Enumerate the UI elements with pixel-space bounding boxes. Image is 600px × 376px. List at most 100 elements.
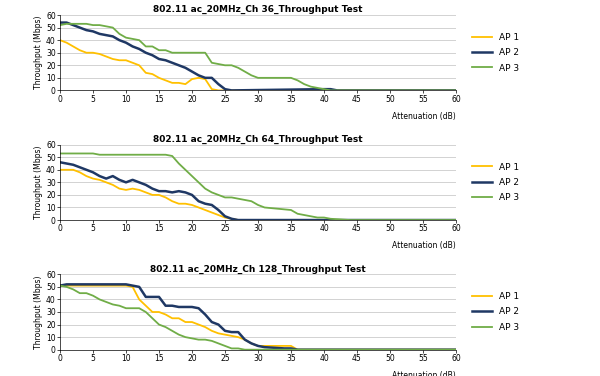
AP 2 [182, 190, 189, 195]
AP 1 [215, 213, 222, 217]
AP 3 [56, 284, 64, 288]
AP 2 [142, 295, 149, 299]
AP 1 [228, 334, 235, 338]
AP 3 [452, 88, 460, 92]
AP 3 [116, 32, 123, 36]
AP 3 [202, 186, 209, 191]
AP 1 [96, 177, 103, 182]
AP 1 [136, 63, 143, 68]
AP 2 [334, 88, 341, 92]
AP 3 [149, 316, 156, 320]
AP 2 [208, 76, 215, 80]
AP 1 [155, 310, 163, 314]
AP 2 [261, 345, 268, 349]
AP 1 [96, 52, 103, 56]
AP 2 [235, 218, 242, 222]
AP 2 [56, 20, 64, 25]
AP 2 [89, 282, 97, 287]
AP 3 [56, 23, 64, 27]
AP 3 [149, 153, 156, 157]
AP 3 [182, 50, 189, 55]
AP 2 [76, 25, 83, 30]
AP 3 [109, 25, 116, 30]
AP 3 [169, 329, 176, 333]
AP 1 [188, 320, 196, 324]
AP 1 [294, 347, 301, 352]
AP 1 [175, 80, 182, 85]
AP 2 [228, 88, 235, 92]
AP 3 [116, 153, 123, 157]
AP 3 [70, 21, 77, 26]
AP 2 [235, 330, 242, 334]
AP 1 [254, 344, 262, 348]
AP 2 [122, 282, 130, 287]
AP 1 [76, 170, 83, 174]
AP 2 [96, 32, 103, 36]
AP 2 [162, 303, 169, 308]
AP 3 [155, 48, 163, 53]
AP 3 [169, 50, 176, 55]
AP 3 [307, 84, 314, 89]
AP 3 [254, 76, 262, 80]
AP 2 [149, 53, 156, 58]
AP 3 [347, 218, 354, 222]
AP 2 [221, 214, 229, 218]
AP 2 [215, 322, 222, 327]
AP 2 [149, 295, 156, 299]
Title: 802.11 ac_20MHz_Ch 64_Throughput Test: 802.11 ac_20MHz_Ch 64_Throughput Test [153, 135, 363, 144]
AP 3 [320, 215, 328, 220]
AP 1 [136, 188, 143, 192]
AP 3 [215, 193, 222, 197]
AP 3 [56, 151, 64, 156]
AP 3 [103, 300, 110, 304]
AP 3 [63, 285, 70, 289]
AP 1 [56, 284, 64, 288]
AP 1 [83, 284, 90, 288]
Title: 802.11 ac_20MHz_Ch 36_Throughput Test: 802.11 ac_20MHz_Ch 36_Throughput Test [153, 5, 363, 14]
AP 2 [56, 160, 64, 165]
AP 1 [162, 78, 169, 83]
AP 2 [96, 174, 103, 178]
AP 2 [103, 282, 110, 287]
AP 3 [195, 50, 202, 55]
AP 1 [70, 284, 77, 288]
AP 3 [103, 153, 110, 157]
AP 3 [452, 218, 460, 222]
AP 3 [103, 24, 110, 29]
AP 2 [452, 88, 460, 92]
AP 3 [221, 63, 229, 68]
Line: AP 3: AP 3 [60, 286, 456, 350]
AP 1 [56, 168, 64, 172]
AP 3 [241, 198, 248, 202]
AP 2 [109, 34, 116, 39]
AP 1 [221, 332, 229, 337]
AP 3 [155, 322, 163, 327]
AP 3 [70, 287, 77, 292]
Line: AP 2: AP 2 [60, 23, 456, 90]
AP 3 [202, 337, 209, 342]
AP 1 [215, 88, 222, 92]
AP 3 [215, 62, 222, 66]
AP 1 [188, 203, 196, 207]
AP 3 [136, 306, 143, 311]
AP 3 [175, 161, 182, 166]
AP 3 [195, 337, 202, 342]
AP 1 [169, 316, 176, 320]
AP 3 [169, 154, 176, 158]
Legend: AP 1, AP 2, AP 3: AP 1, AP 2, AP 3 [472, 33, 520, 73]
AP 1 [89, 176, 97, 181]
AP 2 [83, 168, 90, 172]
AP 3 [294, 212, 301, 216]
AP 3 [109, 153, 116, 157]
AP 2 [63, 282, 70, 287]
AP 1 [109, 183, 116, 187]
AP 2 [452, 218, 460, 222]
AP 3 [76, 21, 83, 26]
AP 1 [129, 186, 136, 191]
AP 1 [149, 310, 156, 314]
AP 3 [83, 291, 90, 296]
AP 1 [122, 58, 130, 62]
AP 2 [202, 312, 209, 317]
AP 1 [188, 77, 196, 81]
Legend: AP 1, AP 2, AP 3: AP 1, AP 2, AP 3 [472, 292, 520, 332]
